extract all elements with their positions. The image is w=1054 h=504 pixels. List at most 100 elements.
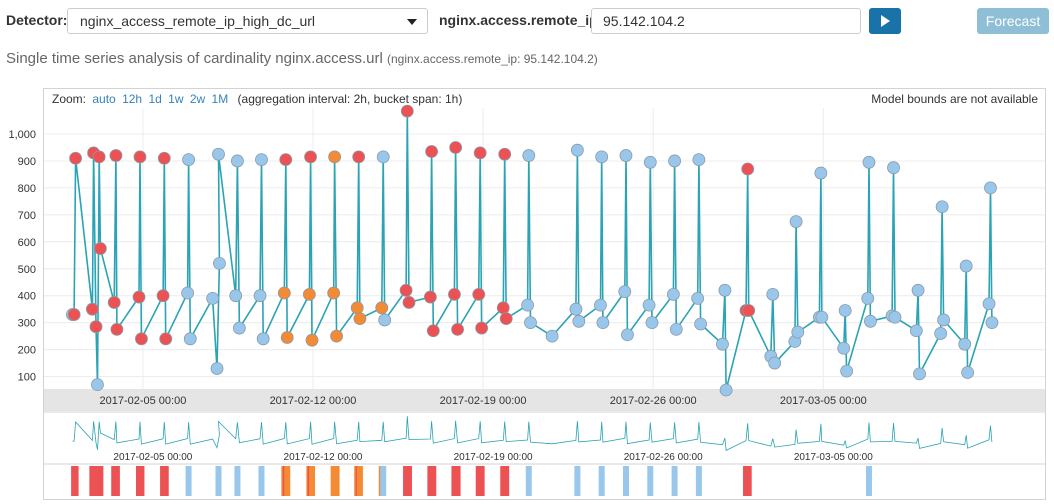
swimlane-cell bbox=[234, 466, 241, 496]
swimlane-cell bbox=[333, 466, 340, 496]
swimlane-cell bbox=[72, 466, 79, 496]
context-axis: 2017-02-05 00:00 2017-02-12 00:00 2017-02-… bbox=[113, 452, 873, 463]
data-point bbox=[524, 316, 537, 330]
zoom-1d[interactable]: 1d bbox=[148, 92, 162, 106]
y-tick-label: 400 bbox=[18, 291, 36, 303]
chevron-down-icon bbox=[407, 19, 417, 25]
forecast-button[interactable]: Forecast bbox=[977, 8, 1049, 34]
data-point bbox=[451, 322, 464, 336]
zoom-2w[interactable]: 2w bbox=[189, 92, 206, 106]
y-tick-label: 800 bbox=[18, 183, 36, 195]
data-point bbox=[789, 215, 803, 228]
entity-input[interactable]: 95.142.104.2 bbox=[591, 8, 861, 34]
data-point bbox=[183, 332, 197, 346]
zoom-1m[interactable]: 1M bbox=[211, 92, 229, 106]
data-point bbox=[716, 337, 729, 351]
data-point bbox=[328, 150, 342, 164]
data-point bbox=[93, 242, 107, 255]
data-point bbox=[985, 316, 999, 330]
data-point bbox=[181, 286, 195, 300]
data-point bbox=[89, 320, 103, 334]
data-point bbox=[232, 321, 246, 335]
data-point bbox=[694, 317, 707, 331]
data-point bbox=[375, 301, 389, 315]
swimlane-cell bbox=[380, 466, 387, 496]
data-point bbox=[887, 161, 900, 175]
data-point bbox=[449, 141, 463, 154]
detector-select[interactable]: nginx_access_remote_ip_high_dc_url bbox=[67, 8, 428, 34]
x-tick-label: 2017-03-05 00:00 bbox=[780, 395, 867, 407]
data-point bbox=[522, 149, 536, 162]
toolbar: Detector: nginx_access_remote_ip_high_dc… bbox=[0, 0, 1054, 44]
data-point bbox=[92, 150, 106, 164]
data-point bbox=[69, 151, 82, 165]
data-point bbox=[378, 313, 392, 327]
swimlane-cell bbox=[162, 466, 169, 496]
y-tick-label: 300 bbox=[18, 318, 36, 330]
data-point bbox=[91, 378, 104, 392]
series-points bbox=[66, 104, 999, 397]
data-point bbox=[692, 153, 706, 167]
zoom-1w[interactable]: 1w bbox=[168, 92, 184, 106]
data-point bbox=[545, 329, 559, 343]
swimlane-cell bbox=[215, 466, 222, 496]
data-point bbox=[399, 283, 413, 297]
swimlane-cell bbox=[185, 466, 192, 496]
data-point bbox=[718, 283, 732, 297]
data-point bbox=[911, 283, 925, 297]
data-point bbox=[668, 154, 681, 168]
y-tick-label: 100 bbox=[18, 372, 36, 384]
x-axis-band bbox=[44, 389, 1045, 411]
swimlane-cell bbox=[478, 466, 485, 496]
swimlane-cell bbox=[671, 466, 678, 496]
detector-label: Detector: bbox=[6, 12, 68, 28]
data-point bbox=[206, 291, 220, 305]
swimlane-cell bbox=[745, 466, 752, 496]
swimlane-cell bbox=[405, 466, 412, 496]
data-point bbox=[67, 308, 81, 321]
data-point bbox=[107, 296, 121, 309]
data-point bbox=[280, 331, 294, 344]
data-point bbox=[691, 291, 705, 305]
data-point bbox=[498, 147, 512, 161]
data-point bbox=[182, 153, 195, 167]
data-point bbox=[423, 290, 437, 304]
data-point bbox=[231, 154, 244, 168]
entity-label: nginx.access.remote_ip: bbox=[439, 12, 603, 28]
apply-button[interactable] bbox=[869, 8, 901, 34]
data-point bbox=[159, 332, 173, 346]
data-point bbox=[741, 162, 755, 176]
zoom-auto[interactable]: auto bbox=[92, 92, 116, 106]
data-point bbox=[353, 312, 367, 326]
swimlane-cell bbox=[454, 466, 461, 496]
chart-panel bbox=[43, 88, 1046, 500]
data-point bbox=[766, 287, 780, 301]
play-icon bbox=[881, 15, 890, 27]
data-point bbox=[596, 316, 610, 330]
data-point bbox=[742, 304, 756, 317]
zoom-12h[interactable]: 12h bbox=[122, 92, 143, 106]
data-point bbox=[959, 259, 973, 273]
data-point bbox=[621, 328, 634, 342]
anomaly-swimlane bbox=[71, 466, 872, 496]
data-point bbox=[305, 333, 319, 347]
data-point bbox=[669, 322, 683, 336]
data-point bbox=[253, 289, 267, 303]
data-point bbox=[135, 332, 148, 346]
x-tick-label: 2017-02-05 00:00 bbox=[99, 395, 186, 407]
data-point bbox=[913, 367, 926, 381]
data-point bbox=[212, 147, 225, 161]
data-point bbox=[935, 200, 949, 214]
data-point bbox=[861, 291, 875, 305]
swimlane-cell bbox=[113, 466, 120, 496]
y-tick-label: 1,000 bbox=[8, 129, 36, 141]
data-point bbox=[934, 327, 948, 340]
data-point bbox=[909, 324, 923, 338]
data-point bbox=[402, 296, 416, 309]
data-point bbox=[213, 256, 226, 270]
data-point bbox=[643, 155, 657, 169]
swimlane-cell bbox=[598, 466, 605, 496]
data-point bbox=[595, 150, 609, 164]
data-point bbox=[277, 286, 291, 300]
